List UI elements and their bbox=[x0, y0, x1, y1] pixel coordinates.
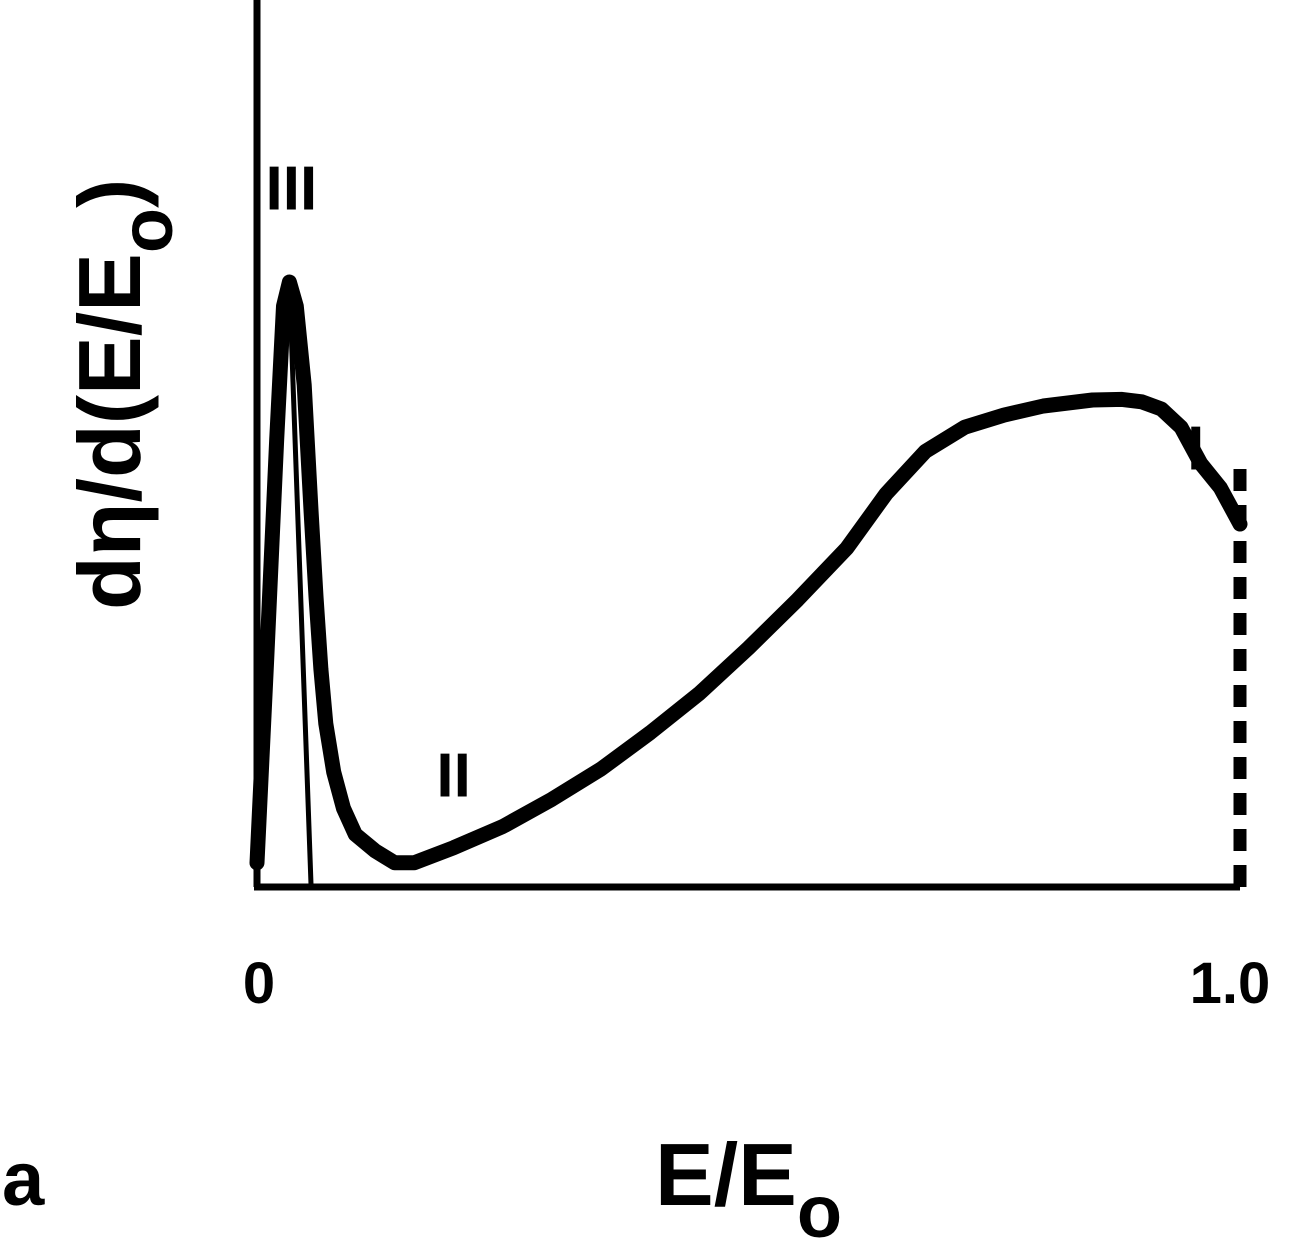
y-axis-label-close: ) bbox=[60, 179, 159, 208]
y-axis-label-main: dη/d(E/E bbox=[60, 253, 159, 610]
x-tick-label-1: 1.0 bbox=[1190, 951, 1271, 1016]
region-label-2: I bbox=[1187, 415, 1204, 484]
region-label-0: III bbox=[266, 154, 318, 223]
series-line-0 bbox=[249, 274, 1248, 871]
x-axis-label: E/Eo bbox=[655, 1125, 842, 1252]
x-axis-label-sub: o bbox=[797, 1170, 842, 1252]
x-axis-label-main: E/E bbox=[655, 1125, 797, 1224]
series-line-1 bbox=[254, 279, 314, 890]
x-tick-label-0: 0 bbox=[243, 951, 275, 1016]
panel-label: a bbox=[2, 1137, 45, 1222]
region-label-1: II bbox=[436, 741, 470, 810]
y-axis-label-sub: o bbox=[105, 208, 188, 253]
y-axis-label: dη/d(E/Eo) bbox=[60, 179, 188, 610]
plot-area bbox=[249, 274, 1248, 890]
